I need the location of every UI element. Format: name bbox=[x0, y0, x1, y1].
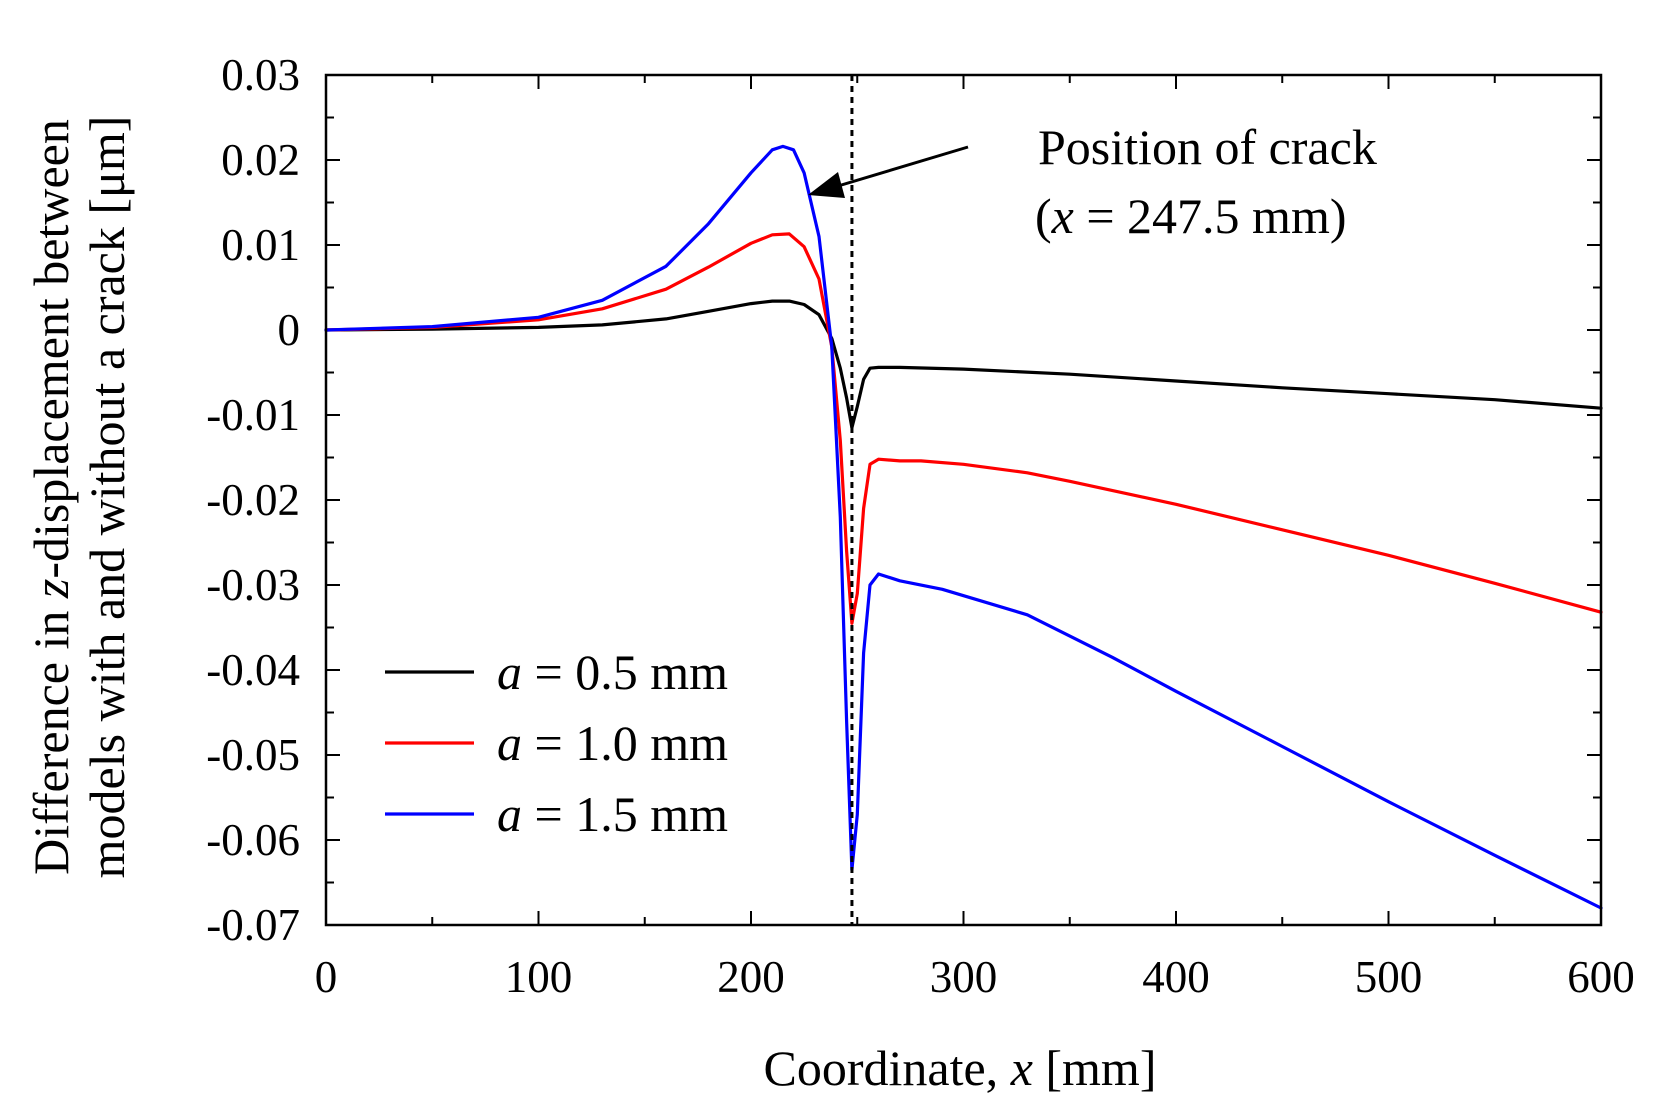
legend-label-2: a = 1.0 mm bbox=[497, 715, 728, 771]
annotation-arrowhead bbox=[808, 172, 845, 198]
x-tick-label: 100 bbox=[505, 952, 573, 1002]
y-tick-label: 0 bbox=[278, 305, 301, 355]
annotation-arrow bbox=[817, 145, 969, 194]
y-tick-label: -0.07 bbox=[206, 900, 300, 950]
y-tick-label: 0.03 bbox=[221, 50, 300, 100]
y-tick-label: -0.04 bbox=[206, 645, 300, 695]
series-line-2 bbox=[324, 232, 1603, 625]
x-axis-title: Coordinate, x [mm] bbox=[764, 1040, 1157, 1096]
legend: a = 0.5 mm a = 1.0 mm a = 1.5 mm bbox=[385, 644, 728, 842]
y-tick-label: -0.02 bbox=[206, 475, 300, 525]
x-tick-label: 500 bbox=[1355, 952, 1423, 1002]
y-tick-label: -0.01 bbox=[206, 390, 300, 440]
series-group bbox=[324, 144, 1603, 910]
axis-tick-labels: 0 100 200 300 400 500 600 0.03 0.02 0.01 0 -0.01 -0.… bbox=[206, 50, 1635, 1002]
series-line-3 bbox=[324, 144, 1603, 910]
annotation-line1: Position of crack bbox=[1038, 119, 1377, 175]
x-tick-label: 400 bbox=[1142, 952, 1210, 1002]
y-axis-title-line2: models with and without a crack [μm] bbox=[79, 116, 135, 879]
y-tick-label: -0.03 bbox=[206, 560, 300, 610]
x-tick-label: 200 bbox=[717, 952, 785, 1002]
y-tick-label: 0.01 bbox=[221, 220, 300, 270]
y-tick-label: 0.02 bbox=[221, 135, 300, 185]
y-tick-label: -0.05 bbox=[206, 730, 300, 780]
x-tick-label: 300 bbox=[930, 952, 998, 1002]
plot-frame bbox=[324, 73, 1603, 927]
x-tick-label: 600 bbox=[1567, 952, 1635, 1002]
legend-label-1: a = 0.5 mm bbox=[497, 644, 728, 700]
series-line-1 bbox=[324, 299, 1603, 430]
x-tick-label: 0 bbox=[315, 952, 338, 1002]
legend-label-3: a = 1.5 mm bbox=[497, 786, 728, 842]
y-tick-label: -0.06 bbox=[206, 815, 300, 865]
y-axis-title-line1: Difference in z-displacement between bbox=[23, 119, 79, 875]
annotation-line2: (x = 247.5 mm) bbox=[1035, 188, 1347, 244]
axis-ticks bbox=[325, 74, 1602, 926]
